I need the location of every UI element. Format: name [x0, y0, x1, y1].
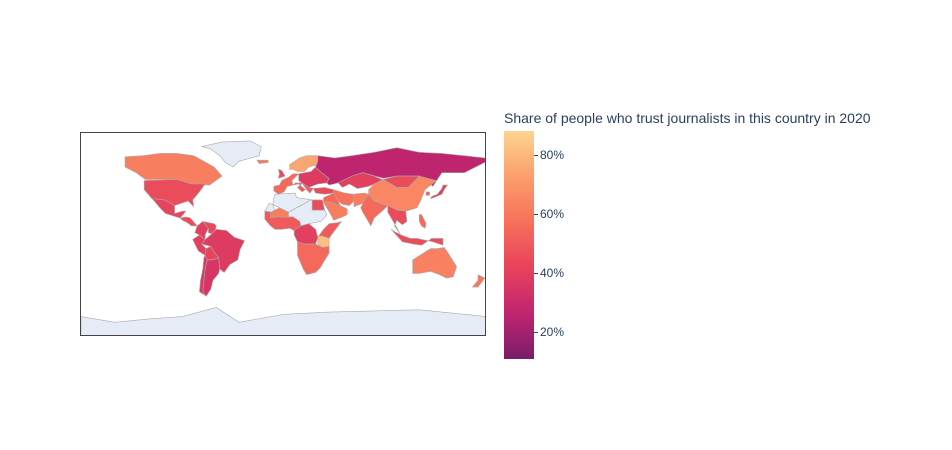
region-mali[interactable]	[270, 207, 289, 219]
region-southern-africa[interactable]	[297, 241, 330, 276]
colorbar-tick-label: 40%	[540, 266, 565, 281]
region-chile[interactable]	[199, 254, 208, 297]
colorbar	[504, 131, 534, 359]
region-philippines[interactable]	[418, 214, 427, 229]
region-canada[interactable]	[124, 153, 223, 186]
region-no-data[interactable]	[272, 192, 313, 213]
colorbar-tick-label: 60%	[540, 206, 565, 221]
region-mongolia[interactable]	[382, 175, 421, 188]
region-russia[interactable]	[315, 147, 486, 187]
region-saudi-arabia[interactable]	[322, 201, 348, 221]
region-antarctica[interactable]	[81, 307, 486, 337]
region-united-kingdom[interactable]	[277, 168, 286, 179]
colorbar-tick-mark	[534, 154, 538, 156]
region-mexico[interactable]	[151, 198, 187, 219]
region-egypt[interactable]	[311, 199, 325, 211]
region-central-america[interactable]	[179, 216, 198, 227]
region-turkey[interactable]	[312, 187, 334, 195]
region-southeast-asia[interactable]	[387, 205, 408, 235]
colorbar-title: Share of people who trust journalists in…	[504, 110, 871, 126]
region-india[interactable]	[360, 193, 389, 227]
colorbar-tick-mark	[534, 273, 538, 275]
region-south-korea[interactable]	[425, 191, 430, 196]
region-australia[interactable]	[412, 247, 457, 279]
region-iceland[interactable]	[256, 159, 269, 164]
region-iran[interactable]	[333, 189, 355, 206]
map-svg	[81, 140, 486, 337]
colorbar-tick-mark	[534, 332, 538, 334]
region-greenland[interactable]	[201, 140, 262, 168]
region-indonesia[interactable]	[390, 229, 444, 246]
colorbar-tick-label: 20%	[540, 325, 565, 340]
colorbar-tick-label: 80%	[540, 147, 565, 162]
region-japan[interactable]	[429, 184, 449, 200]
region-peru[interactable]	[192, 234, 207, 256]
region-central-africa[interactable]	[293, 223, 319, 245]
world-map[interactable]	[80, 132, 486, 336]
region-new-zealand[interactable]	[471, 274, 485, 288]
colorbar-tick-mark	[534, 213, 538, 215]
region-western-europe[interactable]	[273, 173, 300, 195]
